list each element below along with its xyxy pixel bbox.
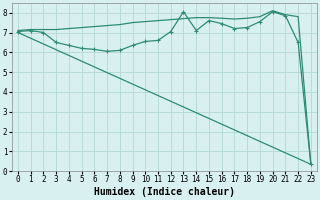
X-axis label: Humidex (Indice chaleur): Humidex (Indice chaleur): [94, 187, 235, 197]
